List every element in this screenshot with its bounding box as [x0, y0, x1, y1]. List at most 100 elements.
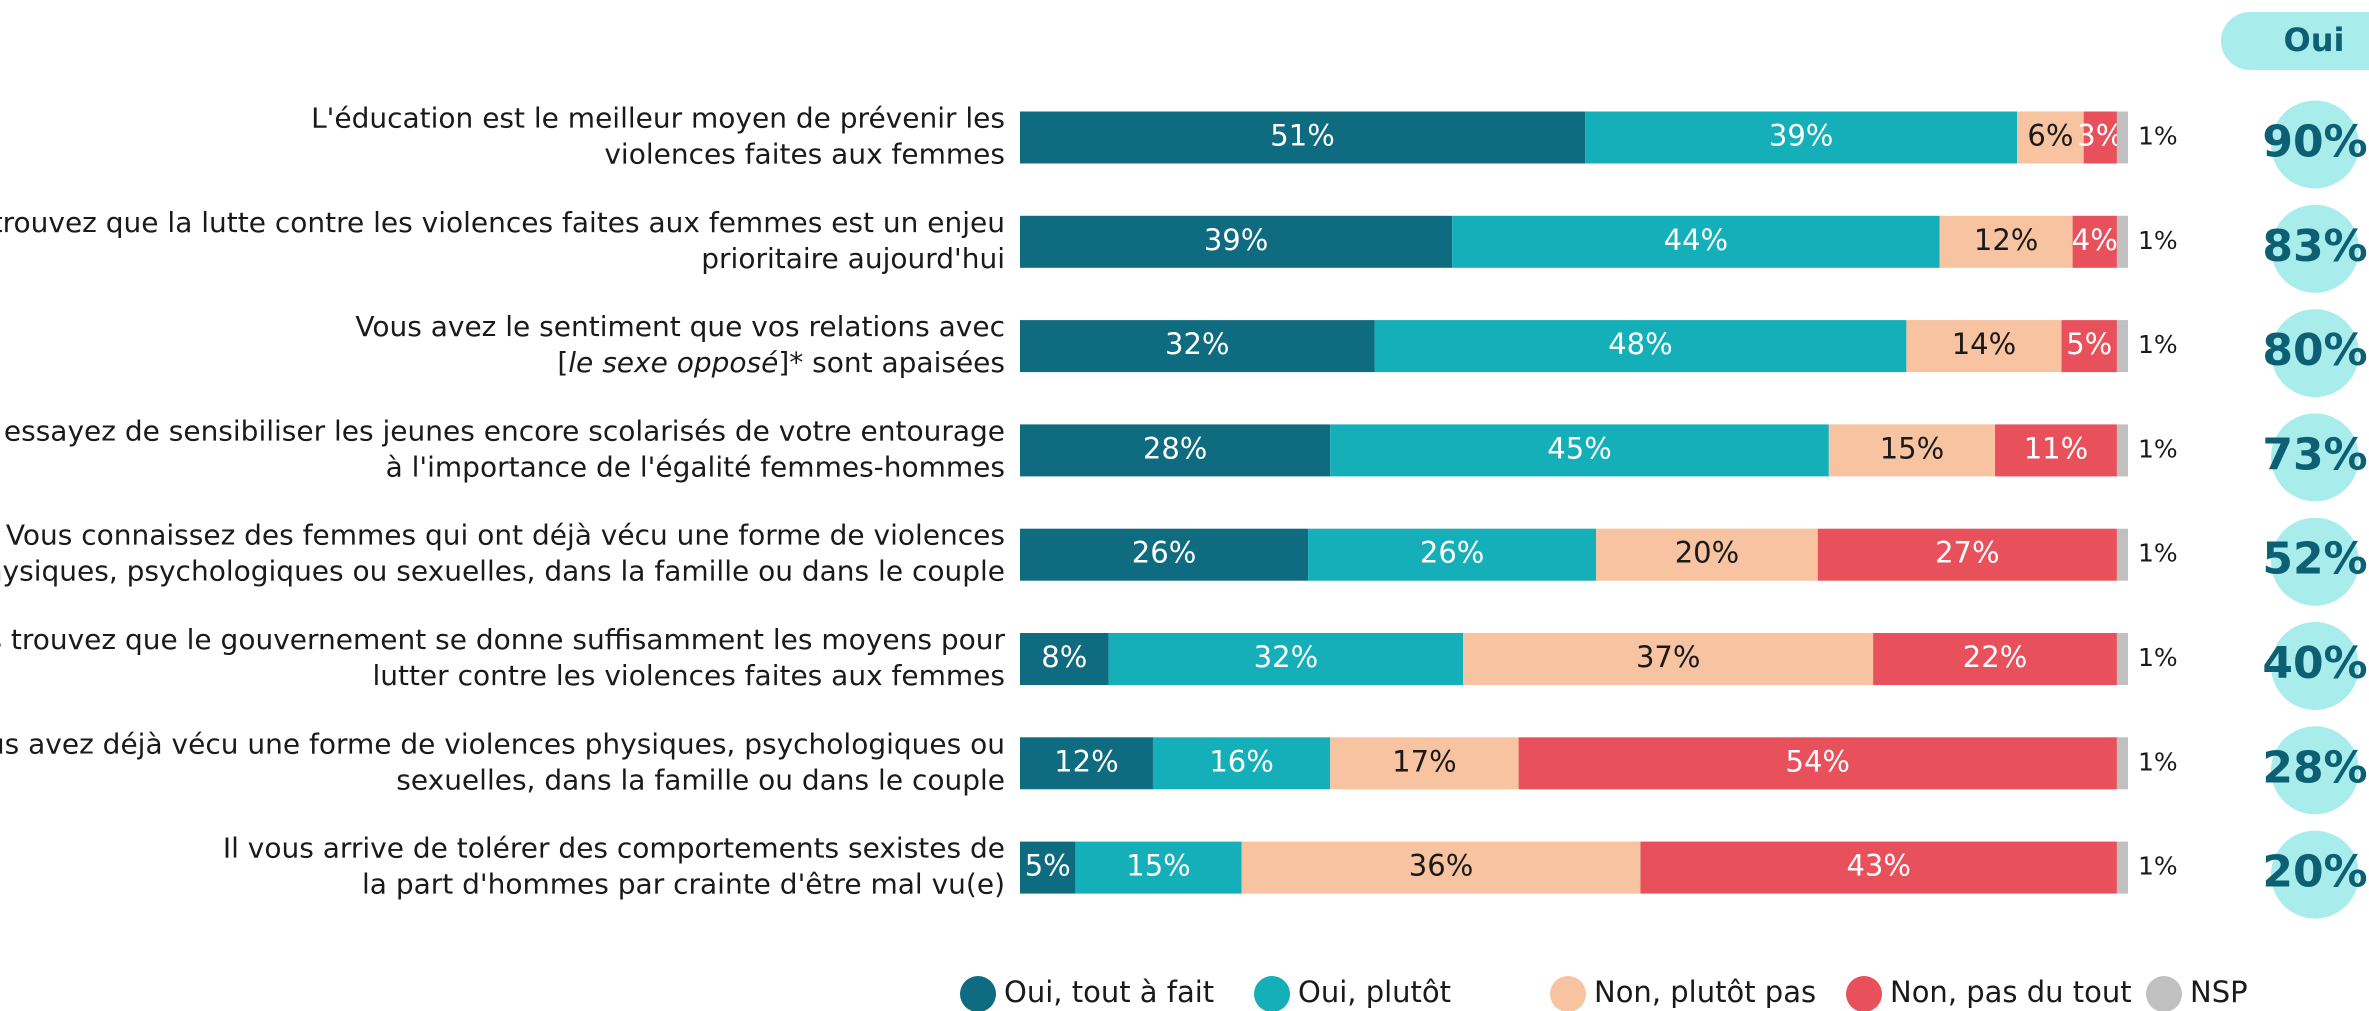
value-label: 36% — [1409, 849, 1473, 883]
category-label: sexuelles, dans la famille ou dans le co… — [396, 763, 1005, 796]
bar-segment — [1330, 737, 1519, 790]
bar-segment — [2116, 841, 2128, 894]
category-label: Vous connaissez des femmes qui ont déjà … — [6, 519, 1005, 552]
bar-segment — [1330, 424, 1829, 477]
bar-segment — [1906, 320, 2062, 373]
value-label: 11% — [2024, 431, 2088, 465]
legend-swatch — [2146, 976, 2182, 1011]
value-label: 48% — [1608, 327, 1672, 361]
legend-label: Non, pas du tout — [1890, 975, 2132, 1009]
value-label: 14% — [1952, 327, 2016, 361]
bar-segment — [1995, 424, 2117, 477]
value-label: 26% — [1420, 536, 1484, 570]
category-label: L'éducation est le meilleur moyen de pré… — [311, 102, 1005, 135]
category-label: Vous avez déjà vécu une forme de violenc… — [0, 727, 1005, 760]
bar-segment — [2116, 320, 2128, 373]
value-label: 1% — [2138, 122, 2178, 151]
bar-segment — [2116, 111, 2128, 164]
bar-segment — [1020, 215, 1453, 268]
category-label-part: ]* sont apaisées — [778, 346, 1005, 379]
legend-swatch — [1846, 976, 1882, 1011]
value-label: 20% — [1675, 536, 1739, 570]
legend-swatch — [1550, 976, 1586, 1011]
bar-segment — [1020, 111, 1586, 164]
bar-segment — [1152, 737, 1331, 790]
bar-segment — [2083, 111, 2117, 164]
bar-segment — [1020, 320, 1375, 373]
value-label: 5% — [1025, 849, 1071, 883]
bar-segment — [1817, 528, 2117, 581]
category-label: physiques, psychologiques ou sexuelles, … — [0, 555, 1005, 588]
value-label: 17% — [1392, 744, 1456, 778]
value-label: 1% — [2138, 747, 2178, 776]
totals-header: Oui — [2284, 21, 2345, 59]
value-label: 54% — [1786, 744, 1850, 778]
total-label: 52% — [2262, 534, 2367, 585]
value-label: 32% — [1254, 640, 1318, 674]
category-label: à l'importance de l'égalité femmes-homme… — [386, 450, 1005, 483]
value-label: 1% — [2138, 852, 2178, 881]
value-label: 44% — [1664, 223, 1728, 257]
value-label: 16% — [1209, 744, 1273, 778]
total-bubble — [2271, 726, 2359, 815]
value-label: 3% — [2077, 119, 2123, 153]
bar-segment — [1873, 633, 2117, 685]
bar-segment — [2116, 633, 2128, 685]
total-bubble — [2271, 622, 2359, 710]
value-label: 51% — [1270, 119, 1334, 153]
bar-segment — [1640, 841, 2117, 894]
total-bubble — [2271, 830, 2359, 919]
category-label: la part d'hommes par crainte d'être mal … — [362, 868, 1005, 901]
bar-segment — [2061, 320, 2117, 373]
value-label: 26% — [1132, 536, 1196, 570]
bar-segment — [1020, 737, 1153, 790]
bar-segment — [1518, 737, 2117, 790]
bar-segment — [1241, 841, 1641, 894]
bar-segment — [2116, 737, 2128, 790]
legend-swatch — [1254, 976, 1290, 1011]
value-label: 32% — [1165, 327, 1229, 361]
total-bubble — [2271, 204, 2359, 293]
bar-segment — [2116, 215, 2128, 268]
bar-segment — [1463, 633, 1874, 685]
value-label: 5% — [2066, 327, 2112, 361]
bar-segment — [1075, 841, 1242, 894]
bar-segment — [1585, 111, 2018, 164]
total-label: 90% — [2262, 117, 2367, 168]
total-bubble — [2271, 413, 2359, 502]
legend-label: NSP — [2190, 975, 2248, 1009]
total-bubble — [2271, 100, 2359, 189]
total-label: 28% — [2262, 742, 2367, 793]
category-label: Vous trouvez que le gouvernement se donn… — [0, 623, 1005, 656]
bar-segment — [1596, 528, 1818, 581]
category-label: Vous avez le sentiment que vos relations… — [355, 310, 1005, 343]
value-label: 37% — [1636, 640, 1700, 674]
value-label: 1% — [2138, 539, 2178, 568]
category-label-part: [ — [557, 346, 568, 379]
value-label: 6% — [2027, 119, 2073, 153]
value-label: 39% — [1204, 223, 1268, 257]
total-label: 40% — [2262, 638, 2367, 689]
value-label: 22% — [1963, 640, 2027, 674]
legend-swatch — [960, 976, 996, 1011]
bar-segment — [1108, 633, 1464, 685]
value-label: 4% — [2072, 223, 2118, 257]
value-label: 1% — [2138, 330, 2178, 359]
category-label: violences faites aux femmes — [604, 138, 1005, 171]
category-label: Vous trouvez que la lutte contre les vio… — [0, 206, 1005, 239]
category-label: Vous essayez de sensibiliser les jeunes … — [0, 414, 1005, 447]
value-label: 12% — [1054, 744, 1118, 778]
legend-label: Oui, tout à fait — [1004, 975, 1214, 1009]
value-label: 15% — [1126, 849, 1190, 883]
bar-segment — [1828, 424, 1996, 477]
bar-segment — [1308, 528, 1597, 581]
category-label: [le sexe opposé]* sont apaisées — [557, 346, 1005, 379]
total-label: 73% — [2262, 429, 2367, 480]
category-label: Il vous arrive de tolérer des comporteme… — [223, 832, 1005, 865]
category-label: prioritaire aujourd'hui — [701, 242, 1005, 275]
category-label: lutter contre les violences faites aux f… — [372, 659, 1005, 692]
bar-segment — [2072, 215, 2117, 268]
value-label: 1% — [2138, 434, 2178, 463]
totals-header-bg — [2221, 12, 2369, 70]
